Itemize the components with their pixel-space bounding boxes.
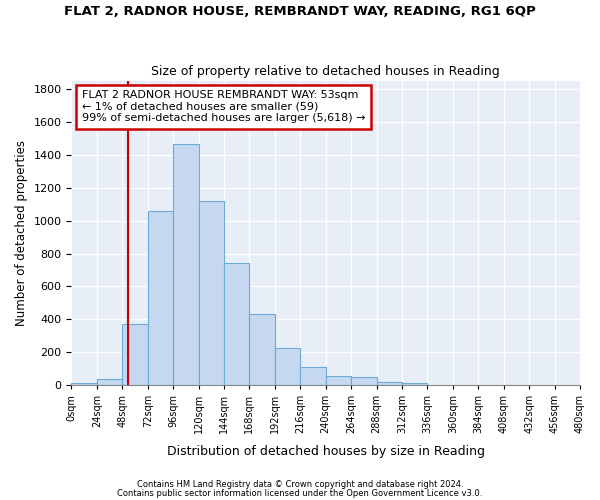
X-axis label: Distribution of detached houses by size in Reading: Distribution of detached houses by size … bbox=[167, 444, 485, 458]
Y-axis label: Number of detached properties: Number of detached properties bbox=[15, 140, 28, 326]
Bar bbox=[402, 382, 427, 385]
Text: Contains public sector information licensed under the Open Government Licence v3: Contains public sector information licen… bbox=[118, 488, 482, 498]
Bar bbox=[377, 382, 402, 385]
Bar bbox=[250, 314, 275, 385]
Bar bbox=[351, 377, 377, 385]
Bar bbox=[148, 211, 173, 385]
Text: FLAT 2 RADNOR HOUSE REMBRANDT WAY: 53sqm
← 1% of detached houses are smaller (59: FLAT 2 RADNOR HOUSE REMBRANDT WAY: 53sqm… bbox=[82, 90, 365, 124]
Bar bbox=[199, 201, 224, 385]
Text: Contains HM Land Registry data © Crown copyright and database right 2024.: Contains HM Land Registry data © Crown c… bbox=[137, 480, 463, 489]
Bar bbox=[275, 348, 300, 385]
Text: FLAT 2, RADNOR HOUSE, REMBRANDT WAY, READING, RG1 6QP: FLAT 2, RADNOR HOUSE, REMBRANDT WAY, REA… bbox=[64, 5, 536, 18]
Bar bbox=[300, 368, 326, 385]
Bar bbox=[71, 382, 97, 385]
Bar bbox=[122, 324, 148, 385]
Bar bbox=[224, 264, 250, 385]
Bar bbox=[97, 380, 122, 385]
Title: Size of property relative to detached houses in Reading: Size of property relative to detached ho… bbox=[151, 66, 500, 78]
Bar bbox=[173, 144, 199, 385]
Bar bbox=[326, 376, 351, 385]
